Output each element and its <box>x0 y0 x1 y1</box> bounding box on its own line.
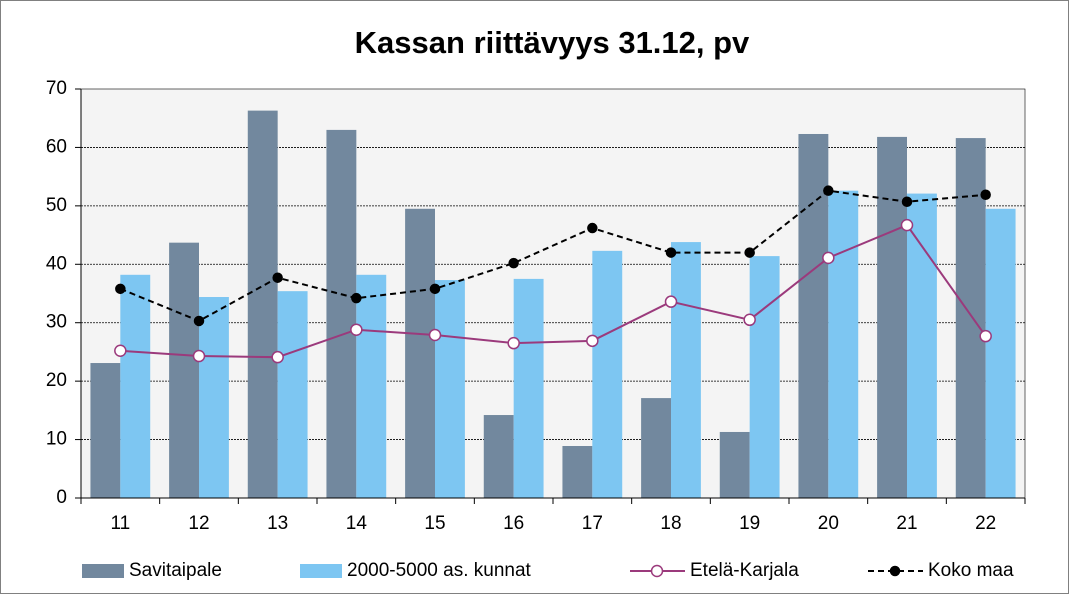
bar <box>592 250 623 498</box>
bar <box>483 415 514 498</box>
legend-label: Koko maa <box>928 560 1014 581</box>
legend-marker <box>889 565 901 577</box>
legend-swatch <box>82 564 124 578</box>
line-marker <box>350 323 363 336</box>
x-tick-label: 22 <box>975 513 996 534</box>
y-tick-label: 0 <box>56 487 67 508</box>
x-tick-label: 20 <box>818 513 839 534</box>
line-marker <box>114 344 127 358</box>
chart-title: Kassan riittävyys 31.12, pv <box>355 25 750 60</box>
bar <box>90 363 121 498</box>
line-marker <box>429 283 441 295</box>
plot-border <box>80 88 1026 499</box>
line-marker <box>900 218 914 232</box>
line-marker <box>428 328 442 342</box>
bar <box>985 208 1016 498</box>
bar <box>828 190 859 498</box>
line-marker <box>586 334 599 348</box>
y-tick-label: 30 <box>46 312 67 333</box>
bar <box>277 291 308 498</box>
bar <box>798 133 829 499</box>
y-tick-label: 70 <box>46 78 67 99</box>
bar <box>877 136 907 498</box>
bar <box>719 431 750 498</box>
bar <box>120 274 151 498</box>
line-marker <box>351 292 362 304</box>
line-marker <box>192 349 206 363</box>
line-marker <box>271 350 284 364</box>
x-tick-label: 14 <box>346 513 368 534</box>
legend-marker <box>650 564 664 578</box>
line-marker <box>664 295 678 308</box>
line-marker <box>665 247 677 258</box>
bar <box>326 129 357 498</box>
line-marker <box>822 251 835 265</box>
y-tick-label: 10 <box>46 429 67 450</box>
line-marker <box>901 196 913 208</box>
legend-swatch <box>300 564 342 578</box>
line-marker <box>980 189 991 201</box>
x-tick-label: 16 <box>503 513 524 534</box>
legend-label: Etelä-Karjala <box>690 560 799 581</box>
y-tick-label: 20 <box>46 370 67 391</box>
line-marker <box>508 257 519 269</box>
bar <box>513 278 544 498</box>
x-tick-label: 12 <box>188 513 209 534</box>
x-tick-label: 15 <box>424 513 445 534</box>
line-marker <box>587 222 598 234</box>
bar <box>907 193 937 498</box>
legend-label: Savitaipale <box>129 560 222 581</box>
bar <box>562 445 593 498</box>
bar <box>435 280 465 498</box>
line-marker <box>115 283 126 295</box>
bar <box>955 138 986 498</box>
line-marker <box>507 336 520 350</box>
bar <box>356 274 387 498</box>
line <box>119 189 986 323</box>
x-tick-label: 13 <box>267 513 288 534</box>
bar <box>671 242 701 498</box>
line-marker <box>979 329 992 343</box>
x-tick-label: 11 <box>110 513 130 534</box>
x-tick-label: 19 <box>739 513 760 534</box>
line-marker <box>193 315 205 327</box>
y-tick-label: 50 <box>46 195 67 216</box>
line-marker <box>744 247 755 258</box>
bar <box>641 398 671 498</box>
line-marker <box>743 313 756 327</box>
plot-area <box>81 89 1025 498</box>
line-marker <box>823 185 834 196</box>
bar <box>749 256 780 498</box>
x-tick-label: 17 <box>582 513 603 534</box>
bar <box>247 110 278 499</box>
x-tick-label: 18 <box>660 513 681 534</box>
legend-label: 2000-5000 as. kunnat <box>347 560 532 581</box>
line <box>120 223 987 359</box>
bar <box>169 242 199 498</box>
line-marker <box>272 272 283 283</box>
y-tick-label: 40 <box>46 253 67 274</box>
x-tick-label: 21 <box>896 513 917 534</box>
y-tick-label: 60 <box>46 136 67 157</box>
bar <box>405 208 435 498</box>
bar <box>199 297 229 498</box>
